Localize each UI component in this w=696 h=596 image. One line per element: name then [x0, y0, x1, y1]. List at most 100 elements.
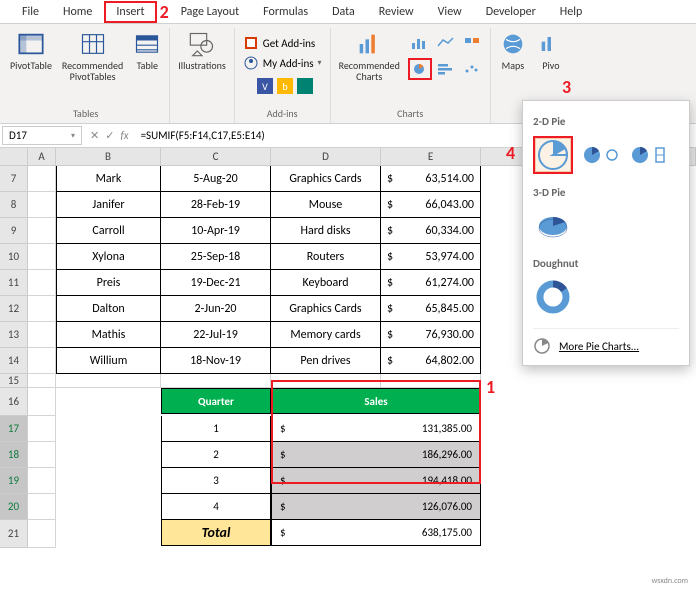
col-h-e[interactable]: E: [381, 148, 481, 165]
tab-file[interactable]: File: [10, 1, 51, 23]
bar-chart-icon[interactable]: [434, 58, 458, 80]
tab-developer[interactable]: Developer: [474, 1, 548, 23]
table-cell[interactable]: Pen drives: [271, 348, 381, 374]
illustrations-button[interactable]: Illustrations: [176, 28, 228, 73]
tab-insert[interactable]: Insert: [104, 1, 156, 23]
quarter-cell[interactable]: 4: [161, 494, 271, 520]
get-addins-button[interactable]: Get Add-ins: [241, 34, 324, 52]
row-header[interactable]: 18: [0, 442, 28, 468]
table-cell[interactable]: $60,334.00: [381, 218, 481, 244]
table-cell[interactable]: Dalton: [56, 296, 161, 322]
tab-help[interactable]: Help: [548, 1, 595, 23]
bar-of-pie-option[interactable]: [629, 136, 669, 174]
sales-cell[interactable]: $126,076.00: [271, 494, 481, 520]
visio-icon[interactable]: V: [257, 78, 273, 97]
table-cell[interactable]: Mathis: [56, 322, 161, 348]
col-h-b[interactable]: B: [56, 148, 161, 165]
sales-cell[interactable]: $194,418.00: [271, 468, 481, 494]
row-header[interactable]: 8: [0, 192, 28, 218]
quarter-cell[interactable]: 3: [161, 468, 271, 494]
table-cell[interactable]: $64,802.00: [381, 348, 481, 374]
bing-icon[interactable]: b: [277, 78, 293, 97]
table-cell[interactable]: Preis: [56, 270, 161, 296]
row-header[interactable]: 17: [0, 416, 28, 442]
table-cell[interactable]: 10-Apr-19: [161, 218, 271, 244]
recommended-charts-button[interactable]: Recommended Charts: [337, 28, 402, 84]
row-header[interactable]: 11: [0, 270, 28, 296]
tab-page-layout[interactable]: Page Layout: [169, 1, 251, 23]
row-header[interactable]: 12: [0, 296, 28, 322]
sales-cell[interactable]: $131,385.00: [271, 416, 481, 442]
table-cell[interactable]: $65,845.00: [381, 296, 481, 322]
pie-chart-icon[interactable]: [408, 58, 432, 80]
row-header[interactable]: 9: [0, 218, 28, 244]
table-cell[interactable]: $63,514.00: [381, 166, 481, 192]
table-cell[interactable]: 28-Feb-19: [161, 192, 271, 218]
pie-3d-option[interactable]: [533, 207, 573, 245]
more-pie-charts[interactable]: More Pie Charts...: [533, 328, 679, 355]
pie-2d-option[interactable]: [533, 136, 573, 174]
row-header[interactable]: 7: [0, 166, 28, 192]
table-cell[interactable]: $53,974.00: [381, 244, 481, 270]
table-cell[interactable]: Routers: [271, 244, 381, 270]
pivottable-button[interactable]: PivotTable: [8, 28, 54, 73]
tab-formulas[interactable]: Formulas: [251, 1, 320, 23]
table-cell[interactable]: Willium: [56, 348, 161, 374]
doughnut-option[interactable]: [533, 278, 573, 316]
table-cell[interactable]: $66,043.00: [381, 192, 481, 218]
column-chart-icon[interactable]: [408, 32, 432, 54]
pie-3d-label: 3-D Pie: [533, 186, 679, 199]
tab-view[interactable]: View: [426, 1, 474, 23]
table-cell[interactable]: Xylona: [56, 244, 161, 270]
row-header[interactable]: 13: [0, 322, 28, 348]
table-cell[interactable]: $61,274.00: [381, 270, 481, 296]
table-cell[interactable]: Carroll: [56, 218, 161, 244]
tab-home[interactable]: Home: [51, 1, 104, 23]
table-cell[interactable]: 5-Aug-20: [161, 166, 271, 192]
my-addins-button[interactable]: My Add-ins▾: [241, 54, 324, 72]
table-cell[interactable]: 2-Jun-20: [161, 296, 271, 322]
scatter-chart-icon[interactable]: [460, 58, 484, 80]
annotation-1: 1: [486, 376, 495, 398]
row-header[interactable]: 10: [0, 244, 28, 270]
recommended-pivottables-button[interactable]: Recommended PivotTables: [60, 28, 125, 84]
pie-of-pie-option[interactable]: [581, 136, 621, 174]
maps-button[interactable]: Maps: [497, 28, 529, 73]
table-cell[interactable]: Memory cards: [271, 322, 381, 348]
row-header[interactable]: 14: [0, 348, 28, 374]
col-h-a[interactable]: A: [28, 148, 56, 165]
table-cell[interactable]: Graphics Cards: [271, 296, 381, 322]
table-cell[interactable]: Keyboard: [271, 270, 381, 296]
table-cell[interactable]: $76,930.00: [381, 322, 481, 348]
tab-data[interactable]: Data: [320, 1, 367, 23]
table-cell[interactable]: 19-Dec-21: [161, 270, 271, 296]
table-cell[interactable]: Janifer: [56, 192, 161, 218]
table-cell[interactable]: 25-Sep-18: [161, 244, 271, 270]
quarter-cell[interactable]: 2: [161, 442, 271, 468]
table-cell[interactable]: Mouse: [271, 192, 381, 218]
annotation-3: 3: [562, 76, 571, 98]
line-chart-icon[interactable]: [434, 32, 458, 54]
name-box[interactable]: D17▾: [2, 126, 82, 145]
fx-icon[interactable]: fx: [120, 129, 128, 142]
select-all-corner[interactable]: [0, 148, 28, 165]
quarter-cell[interactable]: 1: [161, 416, 271, 442]
row-header[interactable]: 19: [0, 468, 28, 494]
table-cell[interactable]: 18-Nov-19: [161, 348, 271, 374]
tab-review[interactable]: Review: [367, 1, 426, 23]
col-h-d[interactable]: D: [271, 148, 381, 165]
people-icon[interactable]: [297, 78, 313, 97]
table-cell[interactable]: Graphics Cards: [271, 166, 381, 192]
table-cell[interactable]: 22-Jul-19: [161, 322, 271, 348]
table-button[interactable]: Table: [131, 28, 163, 73]
row-header[interactable]: 20: [0, 494, 28, 520]
table-cell[interactable]: Hard disks: [271, 218, 381, 244]
enter-icon[interactable]: ✓: [105, 129, 114, 142]
cancel-icon[interactable]: ✕: [90, 129, 99, 142]
other-chart-icon[interactable]: [460, 32, 484, 54]
col-h-c[interactable]: C: [161, 148, 271, 165]
sales-cell[interactable]: $186,296.00: [271, 442, 481, 468]
group-label-tables: Tables: [73, 105, 98, 123]
table-cell[interactable]: Mark: [56, 166, 161, 192]
pivotchart-button[interactable]: Pivo: [535, 28, 567, 73]
